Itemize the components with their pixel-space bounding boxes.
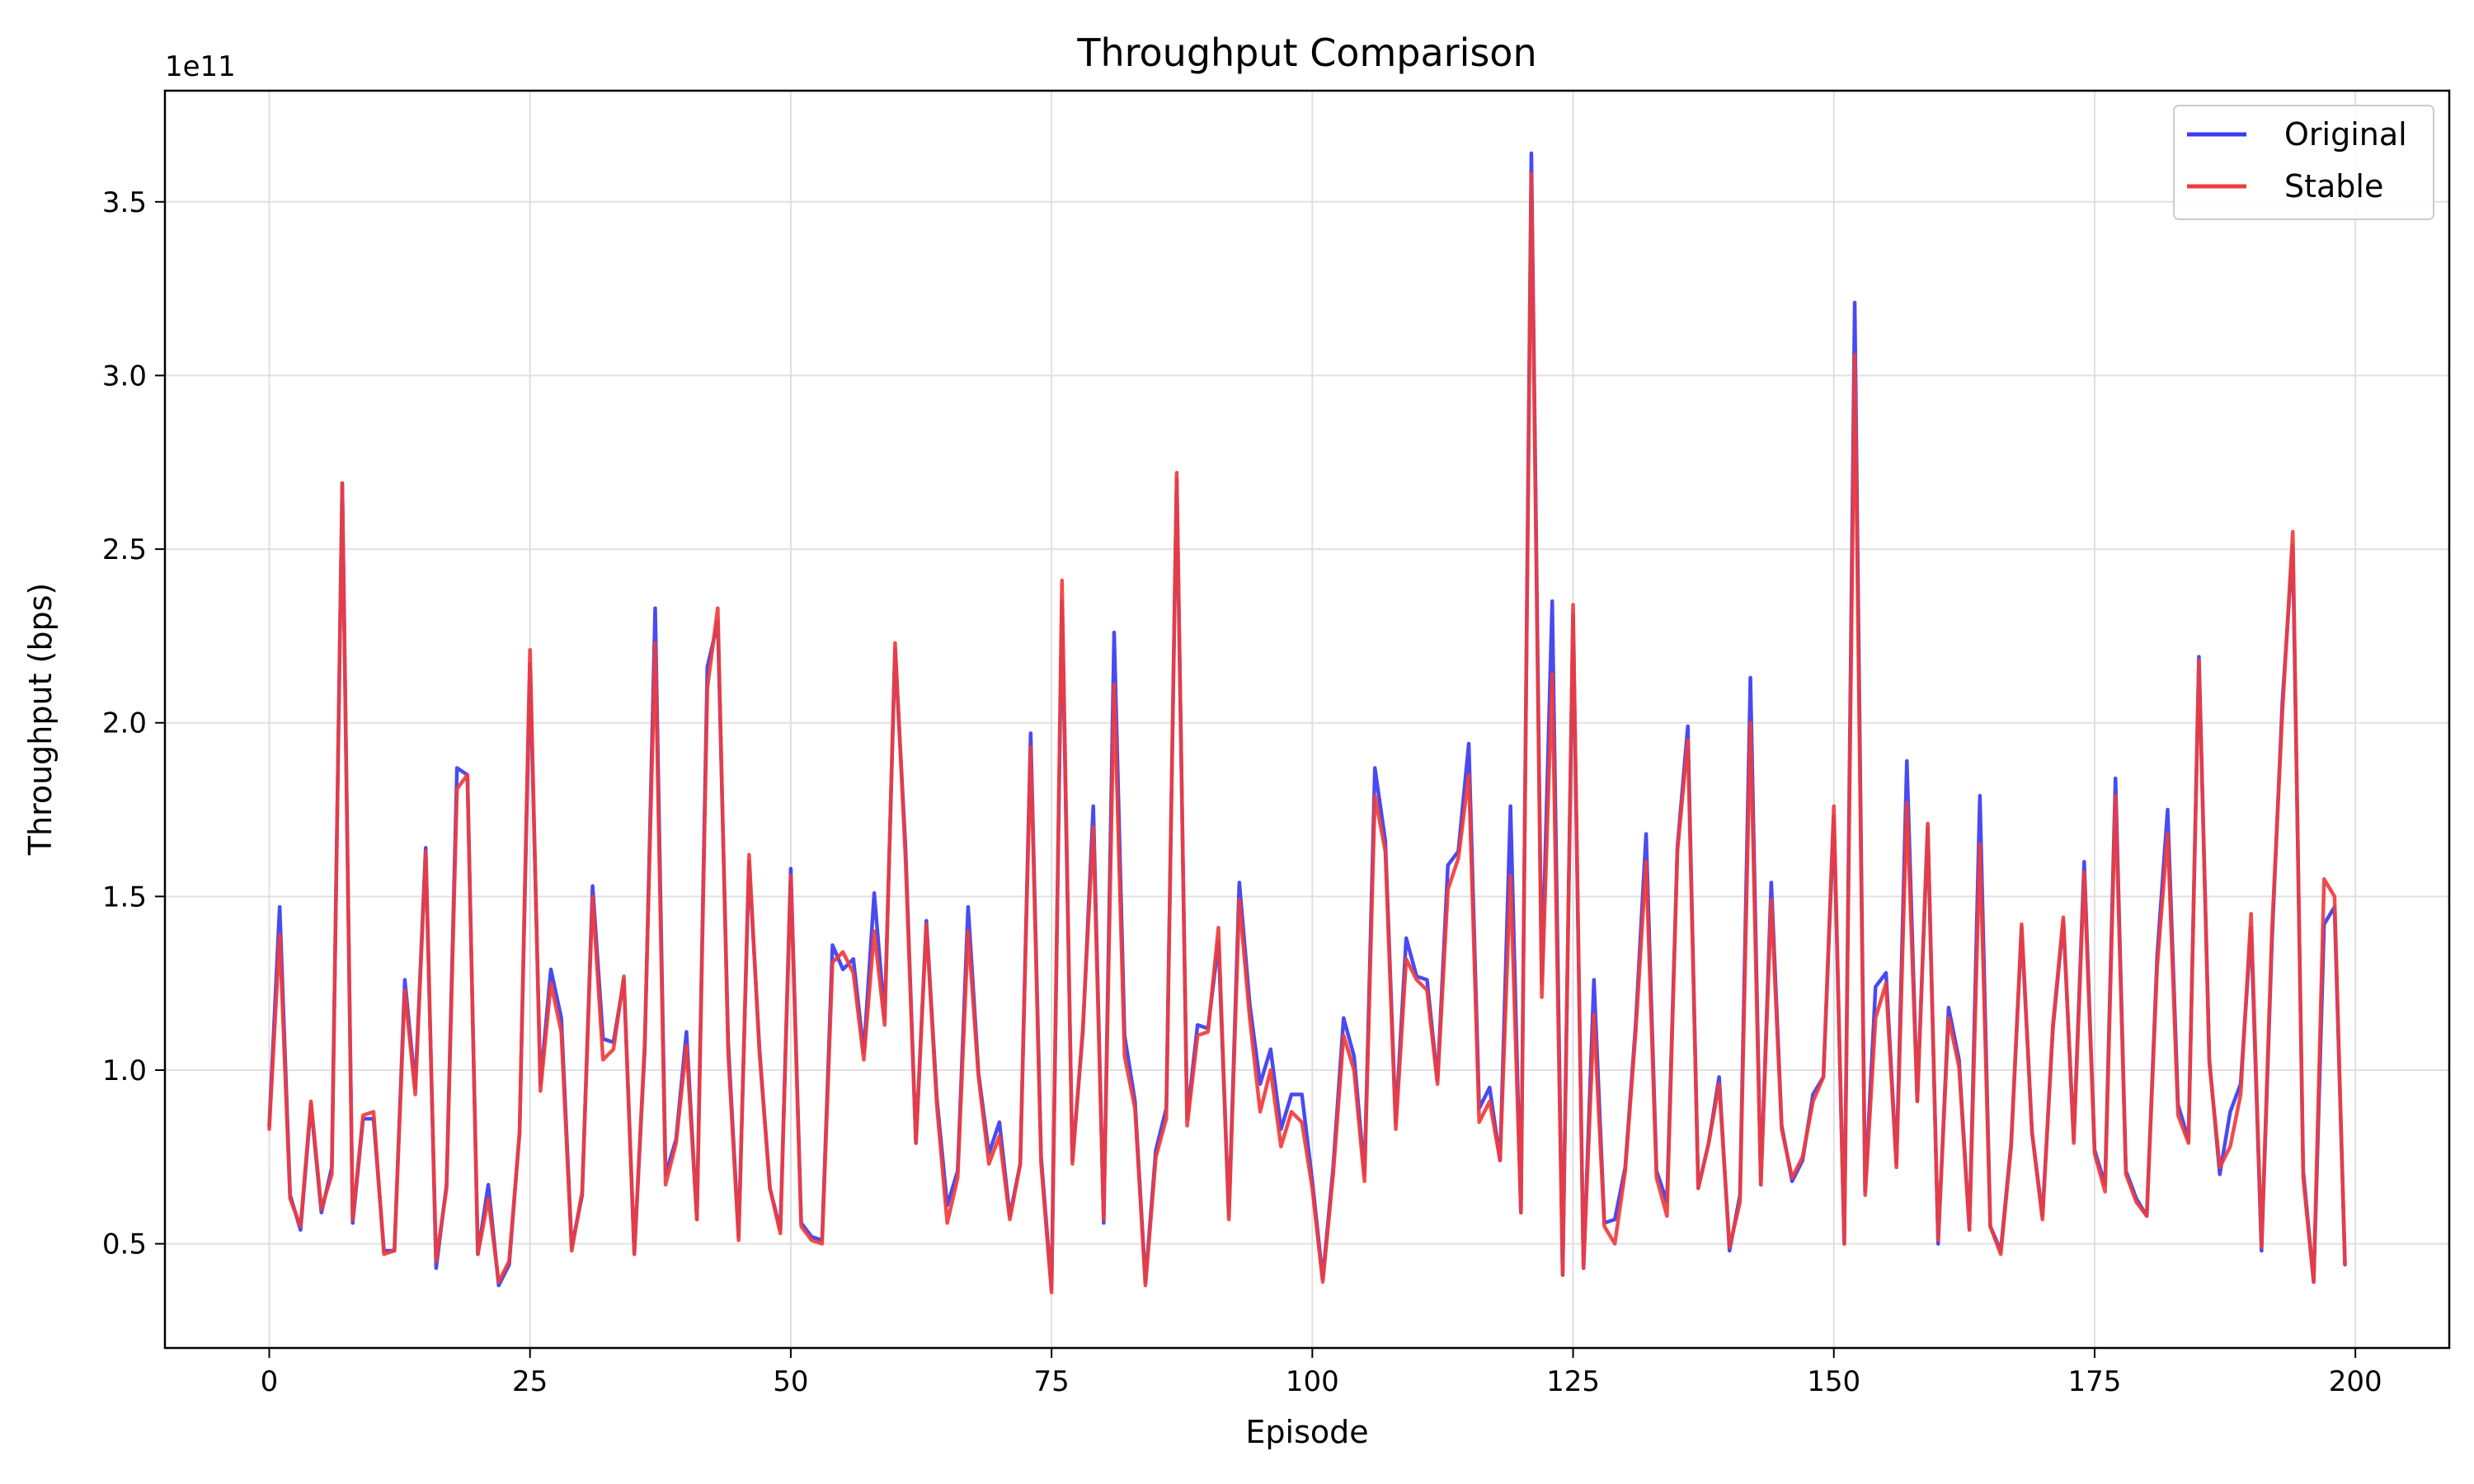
- x-axis-label: Episode: [1245, 1414, 1368, 1450]
- x-tick-label: 175: [2068, 1365, 2122, 1398]
- y-tick-label: 2.0: [102, 707, 147, 740]
- x-tick-label: 125: [1546, 1365, 1600, 1398]
- y-tick-label: 2.5: [102, 533, 147, 566]
- x-tick-label: 25: [512, 1365, 548, 1398]
- x-tick-label: 150: [1807, 1365, 1860, 1398]
- chart-title: Throughput Comparison: [1076, 31, 1536, 75]
- x-tick-label: 0: [261, 1365, 279, 1398]
- legend-label-stable: Stable: [2284, 168, 2383, 204]
- series-line-stable: [267, 171, 2347, 1294]
- y-axis-label: Throughput (bps): [22, 583, 59, 857]
- x-tick-label: 200: [2329, 1365, 2382, 1398]
- axis-ticks: 0 25 50 75 100 125 150 175 200 0.5 1.0 1.5 2.0 2.5 3.0…: [102, 186, 2382, 1398]
- x-tick-label: 75: [1033, 1365, 1069, 1398]
- x-tick-label: 100: [1286, 1365, 1339, 1398]
- y-axis-offset-label: 1e11: [165, 50, 236, 83]
- x-tick-label: 50: [773, 1365, 808, 1398]
- legend: Original Stable: [2173, 105, 2434, 220]
- y-tick-label: 3.0: [102, 359, 147, 392]
- series-lines: [267, 151, 2347, 1294]
- plot-frame: [163, 89, 2451, 1350]
- y-tick-label: 0.5: [102, 1228, 147, 1261]
- legend-label-original: Original: [2284, 116, 2407, 153]
- y-tick-label: 1.5: [102, 881, 147, 913]
- y-tick-label: 1.0: [102, 1054, 147, 1087]
- y-tick-label: 3.5: [102, 186, 147, 219]
